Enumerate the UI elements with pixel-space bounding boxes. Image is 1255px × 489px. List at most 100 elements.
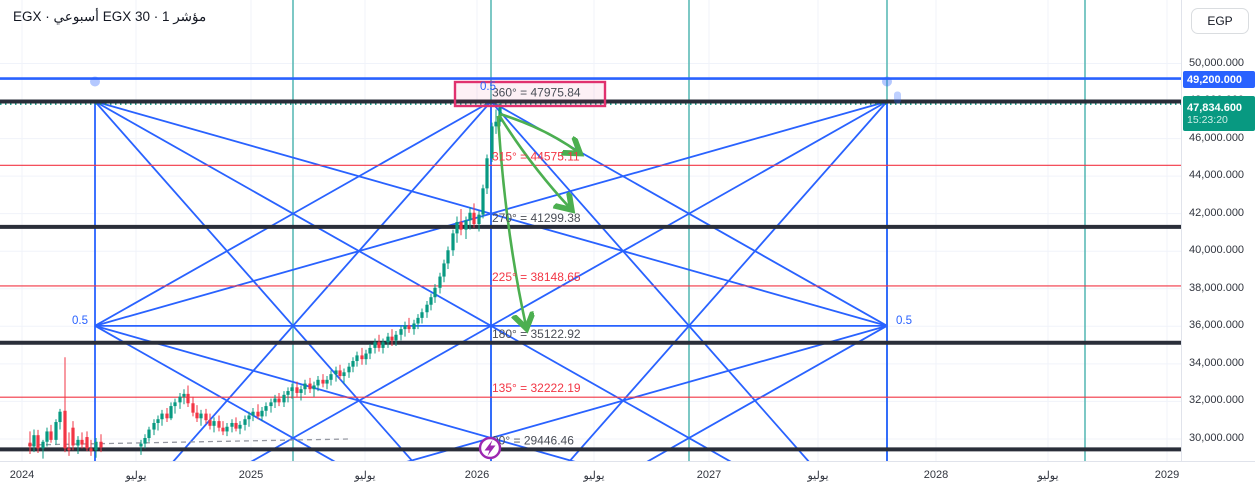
candle-body xyxy=(494,121,498,127)
green-arrow[interactable] xyxy=(499,112,578,152)
candle-body xyxy=(364,353,368,360)
candle-body xyxy=(165,413,169,419)
time-tick-label: 2028 xyxy=(923,469,949,481)
candle-body xyxy=(264,406,268,411)
candle-body xyxy=(433,287,437,298)
time-axis[interactable]: 2024 يوليو 2025 يوليو 2026 يوليو 2027 يوليو 2028… xyxy=(0,461,1255,489)
candle-body xyxy=(230,422,234,427)
lightning-bolt xyxy=(484,440,496,456)
candle-body xyxy=(498,104,502,122)
candle-body xyxy=(225,426,229,432)
line-handle[interactable] xyxy=(882,76,892,87)
candle-body xyxy=(342,372,346,377)
candle-body xyxy=(321,379,325,384)
candle-body xyxy=(139,443,143,447)
gann-fan-layer[interactable] xyxy=(94,100,888,489)
candle-body xyxy=(199,413,203,419)
candle-body xyxy=(468,212,472,221)
candle-body xyxy=(169,406,173,419)
gann-half-label-top: 0.5 xyxy=(480,81,496,93)
candle-body xyxy=(277,398,281,403)
candle-body xyxy=(67,448,71,451)
candle-body xyxy=(186,393,190,404)
gann-fan-line[interactable] xyxy=(94,325,491,489)
candle-body xyxy=(54,422,58,440)
gann-level-label: 225° = 38148.65 xyxy=(492,270,581,284)
symbol-legend[interactable]: EGX · أسبوعي EGX 30 · 1 مؤشر xyxy=(13,9,207,24)
arrows-layer[interactable] xyxy=(496,112,578,326)
price-axis[interactable]: 50,000.00048,000.00046,000.00044,000.000… xyxy=(1181,0,1255,461)
last-price-tag: 47,834.600 15:23:20 xyxy=(1183,96,1255,131)
teal-verticals-layer[interactable] xyxy=(292,0,1086,461)
candle-body xyxy=(312,385,316,390)
candle-body xyxy=(377,342,381,348)
candle-body xyxy=(99,441,103,448)
price-tick-label: 44,000.000 xyxy=(1189,169,1245,182)
candle-body xyxy=(438,276,442,288)
candle-body xyxy=(464,220,468,230)
currency-toggle-button[interactable]: EGP xyxy=(1191,8,1249,34)
gann-level-label: 360° = 47975.84 xyxy=(492,85,581,99)
candle-body xyxy=(160,413,164,420)
green-arrow[interactable] xyxy=(497,114,570,208)
candle-body xyxy=(63,410,67,449)
candle-body xyxy=(338,370,342,377)
candle-body xyxy=(485,158,489,189)
flash-icon[interactable] xyxy=(478,436,502,460)
candle-body xyxy=(204,413,208,421)
line-handle[interactable] xyxy=(90,76,100,87)
candle-body xyxy=(412,323,416,330)
candle-body xyxy=(403,325,407,330)
last-price-value: 47,834.600 xyxy=(1187,101,1243,114)
candle-body xyxy=(399,329,403,335)
price-tick-label: 34,000.000 xyxy=(1189,356,1245,369)
candle-body xyxy=(425,304,429,313)
candle-body xyxy=(273,398,277,403)
time-tick-label: 2027 xyxy=(696,469,722,481)
candle-body xyxy=(28,442,32,447)
candle-body xyxy=(325,379,329,384)
candle-body xyxy=(156,419,160,423)
candle-body xyxy=(45,431,49,442)
candle-body xyxy=(381,342,385,348)
candle-body xyxy=(182,393,186,397)
price-tick-label: 36,000.000 xyxy=(1189,319,1245,332)
price-tick-label: 30,000.000 xyxy=(1189,431,1245,444)
line-handle[interactable] xyxy=(894,91,901,104)
candle-body xyxy=(260,410,264,417)
candle-body xyxy=(251,411,255,416)
price-tick-label: 46,000.000 xyxy=(1189,131,1245,144)
gann-level-label: 270° = 41299.38 xyxy=(492,211,581,225)
candle-body xyxy=(221,427,225,432)
candle-body xyxy=(316,379,320,386)
time-tick-label: 2029 xyxy=(1154,469,1180,481)
candle-body xyxy=(58,411,62,423)
candle-body xyxy=(472,212,476,225)
pink-anchor-box[interactable] xyxy=(453,80,607,108)
blue-horizontal-line[interactable] xyxy=(0,76,1181,104)
candle-body xyxy=(446,250,450,264)
candle-body xyxy=(195,412,199,419)
time-tick-label: يوليو xyxy=(583,470,605,482)
candle-body xyxy=(238,424,242,429)
alert-price-tag: 49,200.000 xyxy=(1183,71,1255,88)
time-tick-label: يوليو xyxy=(807,470,829,482)
gann-fan-line[interactable] xyxy=(94,100,492,327)
candle-body xyxy=(386,336,390,343)
candle-body xyxy=(429,297,433,305)
gann-level-label: 90° = 29446.46 xyxy=(492,433,574,447)
candle-body xyxy=(89,448,93,452)
grid-layer xyxy=(0,0,1181,461)
gann-fan-line[interactable] xyxy=(491,325,888,489)
candle-body xyxy=(217,421,221,428)
price-tick-label: 40,000.000 xyxy=(1189,244,1245,257)
green-arrow[interactable] xyxy=(496,115,526,326)
gann-levels-layer[interactable] xyxy=(0,99,1181,452)
gann-level-label: 135° = 32222.19 xyxy=(492,381,581,395)
candle-body xyxy=(41,441,45,449)
candle-body xyxy=(234,422,238,429)
gann-level-label: 315° = 44575.11 xyxy=(492,149,580,163)
candle-body xyxy=(308,383,312,390)
